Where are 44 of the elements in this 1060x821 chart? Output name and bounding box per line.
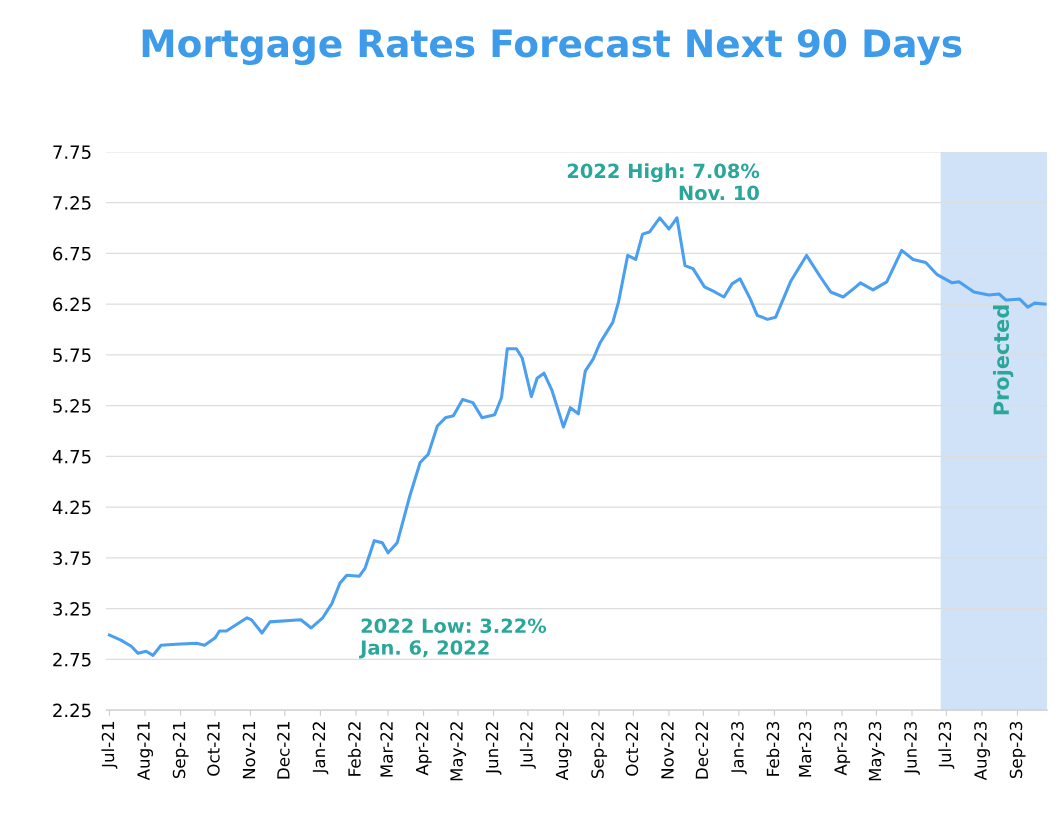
y-tick-label: 3.25 — [53, 602, 91, 616]
x-tick-label: Feb-23 — [766, 721, 780, 776]
y-tick-label: 5.25 — [53, 399, 91, 413]
x-tick-label: Oct-21 — [207, 722, 220, 776]
band-label: Projected — [992, 305, 1014, 415]
y-tick-label: 5.75 — [53, 348, 91, 363]
x-tick-label: Dec-21 — [277, 722, 290, 779]
x-tick-label: Apr-22 — [415, 722, 432, 776]
y-tick-label: 4.75 — [52, 450, 91, 464]
x-tick-label: Feb-22 — [347, 722, 361, 776]
x-tick-label: May-22 — [450, 722, 467, 781]
y-tick-label: 3.75 — [53, 551, 91, 566]
x-tick-label: May-23 — [868, 721, 885, 781]
x-tick-label: Nov-21 — [242, 722, 256, 779]
x-tick-label: Jan-22 — [312, 722, 329, 775]
x-tick-label: Jun-23 — [904, 721, 920, 775]
y-tick-label: 7.25 — [53, 196, 91, 210]
annotation: 2022 High: 7.08% Nov. 10 — [567, 163, 760, 201]
y-tick-label: 2.25 — [53, 703, 91, 718]
x-tick-label: Jan-23 — [731, 721, 747, 775]
y-tick-label: 4.25 — [52, 500, 91, 515]
x-tick-label: Aug-21 — [137, 722, 154, 781]
x-tick-label: Sep-22 — [591, 722, 608, 779]
y-tick-label: 2.75 — [53, 652, 91, 667]
x-tick-label: Aug-22 — [555, 722, 572, 781]
x-tick-label: Aug-23 — [974, 721, 990, 781]
x-tick-label: Apr-23 — [834, 721, 851, 776]
x-tick-label: Mar-23 — [798, 721, 812, 777]
x-tick-label: Jul-23 — [938, 721, 955, 769]
x-tick-label: Sep-23 — [1009, 721, 1026, 779]
x-tick-label: Nov-22 — [661, 722, 674, 779]
x-tick-label: Dec-22 — [695, 722, 709, 779]
annotation: 2022 Low: 3.22% Jan. 6, 2022 — [359, 618, 547, 659]
x-tick-label: Jul-22 — [519, 722, 536, 769]
y-tick-label: 6.75 — [53, 246, 91, 261]
y-tick-label: 6.25 — [53, 297, 91, 312]
y-tick-label: 7.75 — [53, 145, 91, 159]
x-tick-label: Sep-21 — [172, 722, 189, 779]
line-series — [107, 216, 1047, 657]
x-tick-label: Jun-22 — [485, 722, 502, 775]
chart-title: Mortgage Rates Forecast Next 90 Days — [142, 29, 962, 66]
x-tick-label: Jul-21 — [101, 722, 118, 769]
x-tick-label: Oct-22 — [625, 722, 639, 776]
x-tick-label: Mar-22 — [380, 722, 393, 777]
